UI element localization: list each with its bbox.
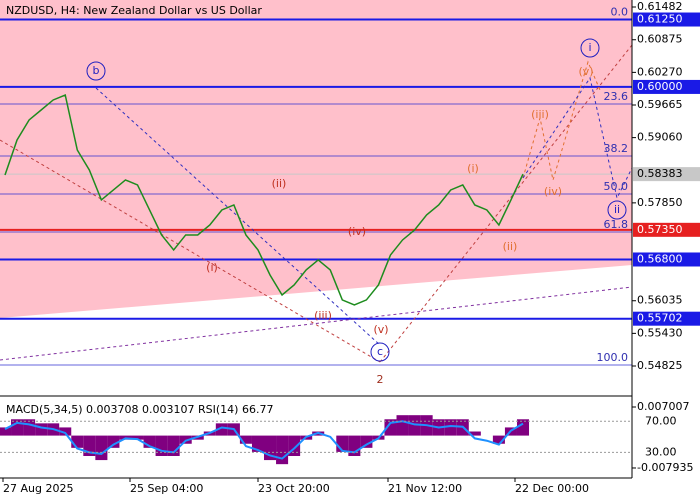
histogram-bar <box>131 435 144 440</box>
y-tick-label: 0.60875 <box>637 33 683 46</box>
wave-circle <box>86 61 106 81</box>
histogram-bar <box>444 419 457 436</box>
wave-label: ii <box>614 203 620 216</box>
y-tick-label: 0.59665 <box>637 98 683 111</box>
rsi-tick-label: 70.00 <box>645 414 677 427</box>
y-tick-label: 0.59060 <box>637 131 683 144</box>
level-label: 0.55702 <box>637 312 683 325</box>
level-box <box>633 222 700 237</box>
histogram-bar <box>276 435 289 465</box>
level-label: 0.56800 <box>637 252 683 265</box>
level-box <box>633 167 700 182</box>
level-label: 0.57350 <box>637 223 683 236</box>
histogram-bar <box>215 423 228 436</box>
wave-label: (v) <box>578 65 593 78</box>
rsi-tick-label: 30.00 <box>645 445 677 458</box>
histogram-bar <box>35 423 48 436</box>
wave-label: (i) <box>206 261 218 274</box>
histogram-bar <box>492 435 505 444</box>
macd-tick-label: 0.007007 <box>637 400 690 413</box>
x-tick-label: 27 Aug 2025 <box>3 482 73 495</box>
forecast-line <box>522 60 601 181</box>
chart-title: NZDUSD, H4: New Zealand Dollar vs US Dol… <box>6 4 262 17</box>
wave-circle <box>370 342 390 362</box>
wave-circle <box>607 200 627 220</box>
wave-circle <box>580 38 600 58</box>
macd-tick-label: -0.007935 <box>637 461 693 474</box>
y-tick-label: 0.60270 <box>637 65 683 78</box>
histogram-bar <box>251 435 264 452</box>
histogram-bar <box>0 427 12 436</box>
level-label: 0.58383 <box>637 167 683 180</box>
indicator-label: MACD(5,34,5) 0.003708 0.003107 RSI(14) 6… <box>6 403 273 416</box>
histogram-bar <box>107 435 120 448</box>
histogram-bar <box>516 419 530 436</box>
fib-label: 38.2 <box>604 142 629 155</box>
level-box <box>633 252 700 267</box>
x-tick-label: 23 Oct 20:00 <box>258 482 330 495</box>
y-tick-label: 0.57850 <box>637 196 683 209</box>
wave-label: (v) <box>373 323 388 336</box>
y-tick-label: 0.55430 <box>637 326 683 339</box>
price-line <box>4 93 524 306</box>
histogram-bar <box>396 415 409 436</box>
x-tick-label: 25 Sep 04:00 <box>130 482 203 495</box>
wave-label: (i) <box>467 162 479 175</box>
wave-label: (iv) <box>544 185 562 198</box>
level-label: 0.61250 <box>637 13 683 26</box>
y-tick-label: 0.56035 <box>637 294 683 307</box>
wave-label: i <box>588 41 591 54</box>
wave-label: (ii) <box>503 240 518 253</box>
wave-line <box>379 44 633 363</box>
level-box <box>633 311 700 326</box>
level-label: 0.60000 <box>637 80 683 93</box>
pink-zone <box>0 0 632 318</box>
fib-label: 23.6 <box>604 90 629 103</box>
histogram-bar <box>167 435 180 456</box>
histogram-bar <box>59 427 72 436</box>
level-box <box>633 12 700 27</box>
wave-label: (iii) <box>531 108 549 121</box>
wave-label: (ii) <box>272 177 287 190</box>
x-tick-label: 22 Dec 00:00 <box>515 482 589 495</box>
forecast-line <box>522 76 633 200</box>
trend-line <box>0 286 633 361</box>
fib-label: 0.0 <box>611 6 629 19</box>
fib-label: 100.0 <box>597 351 629 364</box>
wave-label: 2 <box>377 373 384 386</box>
histogram-bar <box>239 435 252 444</box>
wave-label: (iii) <box>314 309 332 322</box>
histogram-bar <box>155 435 168 456</box>
wave-label: b <box>93 64 100 77</box>
wave-line <box>95 87 381 346</box>
histogram-bar <box>468 431 481 436</box>
fib-label: 50.0 <box>604 180 629 193</box>
y-tick-label: 0.61482 <box>637 0 683 13</box>
histogram-bar <box>360 435 373 448</box>
y-tick-label: 0.54825 <box>637 359 683 372</box>
level-box <box>633 79 700 94</box>
wave-line <box>0 139 381 363</box>
wave-label: (iv) <box>348 225 366 238</box>
wave-label: c <box>377 345 383 358</box>
x-tick-label: 21 Nov 12:00 <box>388 482 462 495</box>
fib-label: 61.8 <box>604 218 629 231</box>
histogram-bar <box>95 435 108 461</box>
